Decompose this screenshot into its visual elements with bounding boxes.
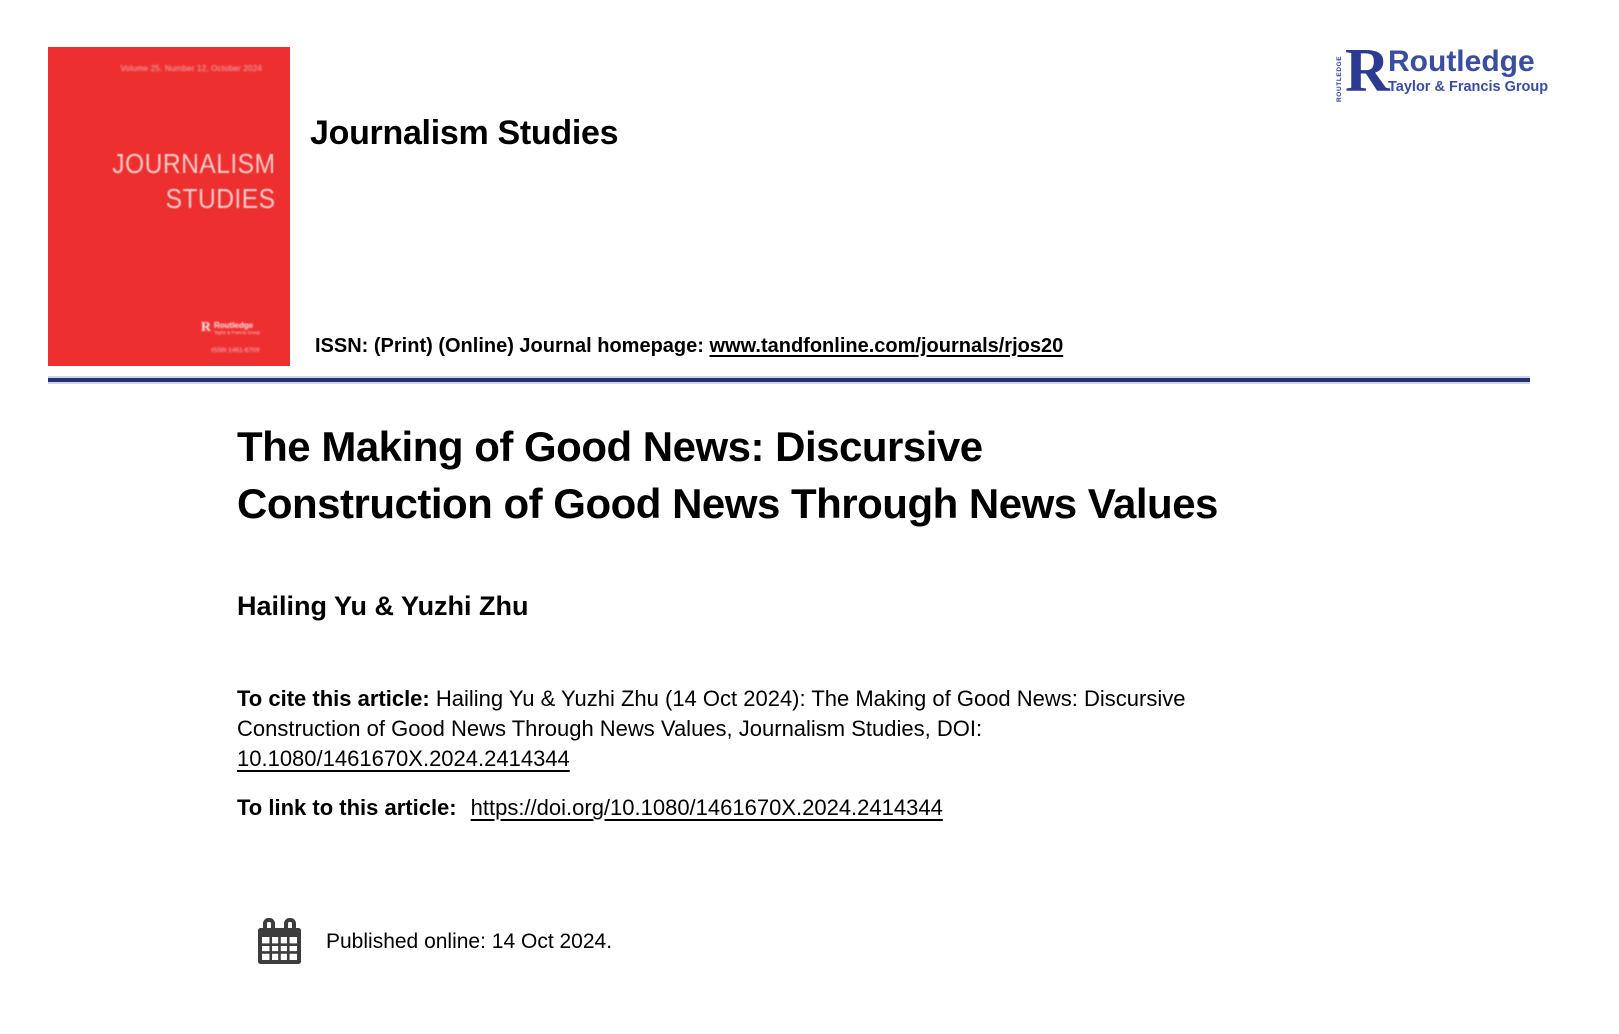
cover-journal-title: JOURNALISM STUDIES <box>111 148 275 214</box>
journal-title: Journalism Studies <box>310 114 619 152</box>
link-line: To link to this article: https://doi.org/… <box>237 795 943 821</box>
cover-routledge-r-icon: R <box>200 320 211 335</box>
taylor-francis-group-line: Taylor & Francis Group <box>1388 79 1549 95</box>
cover-issue-line: Volume 25, Number 12, October 2024 <box>120 64 262 73</box>
routledge-r-glyph: R <box>1345 37 1390 105</box>
article-title: The Making of Good News: Discursive Cons… <box>237 423 1218 527</box>
cover-routledge-name: Routledge <box>213 321 254 330</box>
cite-label: To cite this article: <box>237 686 430 711</box>
cite-doi-link[interactable]: 10.1080/1461670X.2024.2414344 <box>237 746 570 771</box>
issn-homepage-line: ISSN: (Print) (Online) Journal homepage:… <box>315 335 1063 358</box>
issn-label: ISSN: (Print) (Online) Journal homepage: <box>315 335 710 357</box>
published-online-text: Published online: 14 Oct 2024. <box>326 930 613 953</box>
cite-block: To cite this article: Hailing Yu & Yuzhi… <box>237 684 1242 774</box>
journal-homepage-link[interactable]: www.tandfonline.com/journals/rjos20 <box>709 335 1064 357</box>
header-divider-rule <box>48 376 1530 384</box>
journal-cover-content: Volume 25, Number 12, October 2024 JOURN… <box>48 47 290 366</box>
published-row: Published online: 14 Oct 2024. <box>257 918 612 966</box>
doi-link[interactable]: https://doi.org/10.1080/1461670X.2024.24… <box>470 795 943 820</box>
cover-routledge-group: Taylor & Francis Group <box>213 330 260 335</box>
link-label: To link to this article: <box>237 795 457 820</box>
routledge-wordmark: Routledge <box>1388 45 1535 78</box>
calendar-icon <box>258 918 301 964</box>
cover-issn: ISSN 1461-670X <box>211 347 260 354</box>
routledge-logo: ROUTLEDGE R Routledge Taylor & Francis G… <box>1336 38 1549 104</box>
routledge-r-mark-icon: ROUTLEDGE R <box>1336 38 1390 104</box>
cite-text: Hailing Yu & Yuzhi Zhu (14 Oct 2024): Th… <box>237 686 1186 741</box>
cover-routledge-logo: R Routledge Taylor & Francis Group <box>201 321 260 336</box>
journal-cover-image: Volume 25, Number 12, October 2024 JOURN… <box>48 47 290 366</box>
article-authors: Hailing Yu & Yuzhi Zhu <box>237 591 529 621</box>
